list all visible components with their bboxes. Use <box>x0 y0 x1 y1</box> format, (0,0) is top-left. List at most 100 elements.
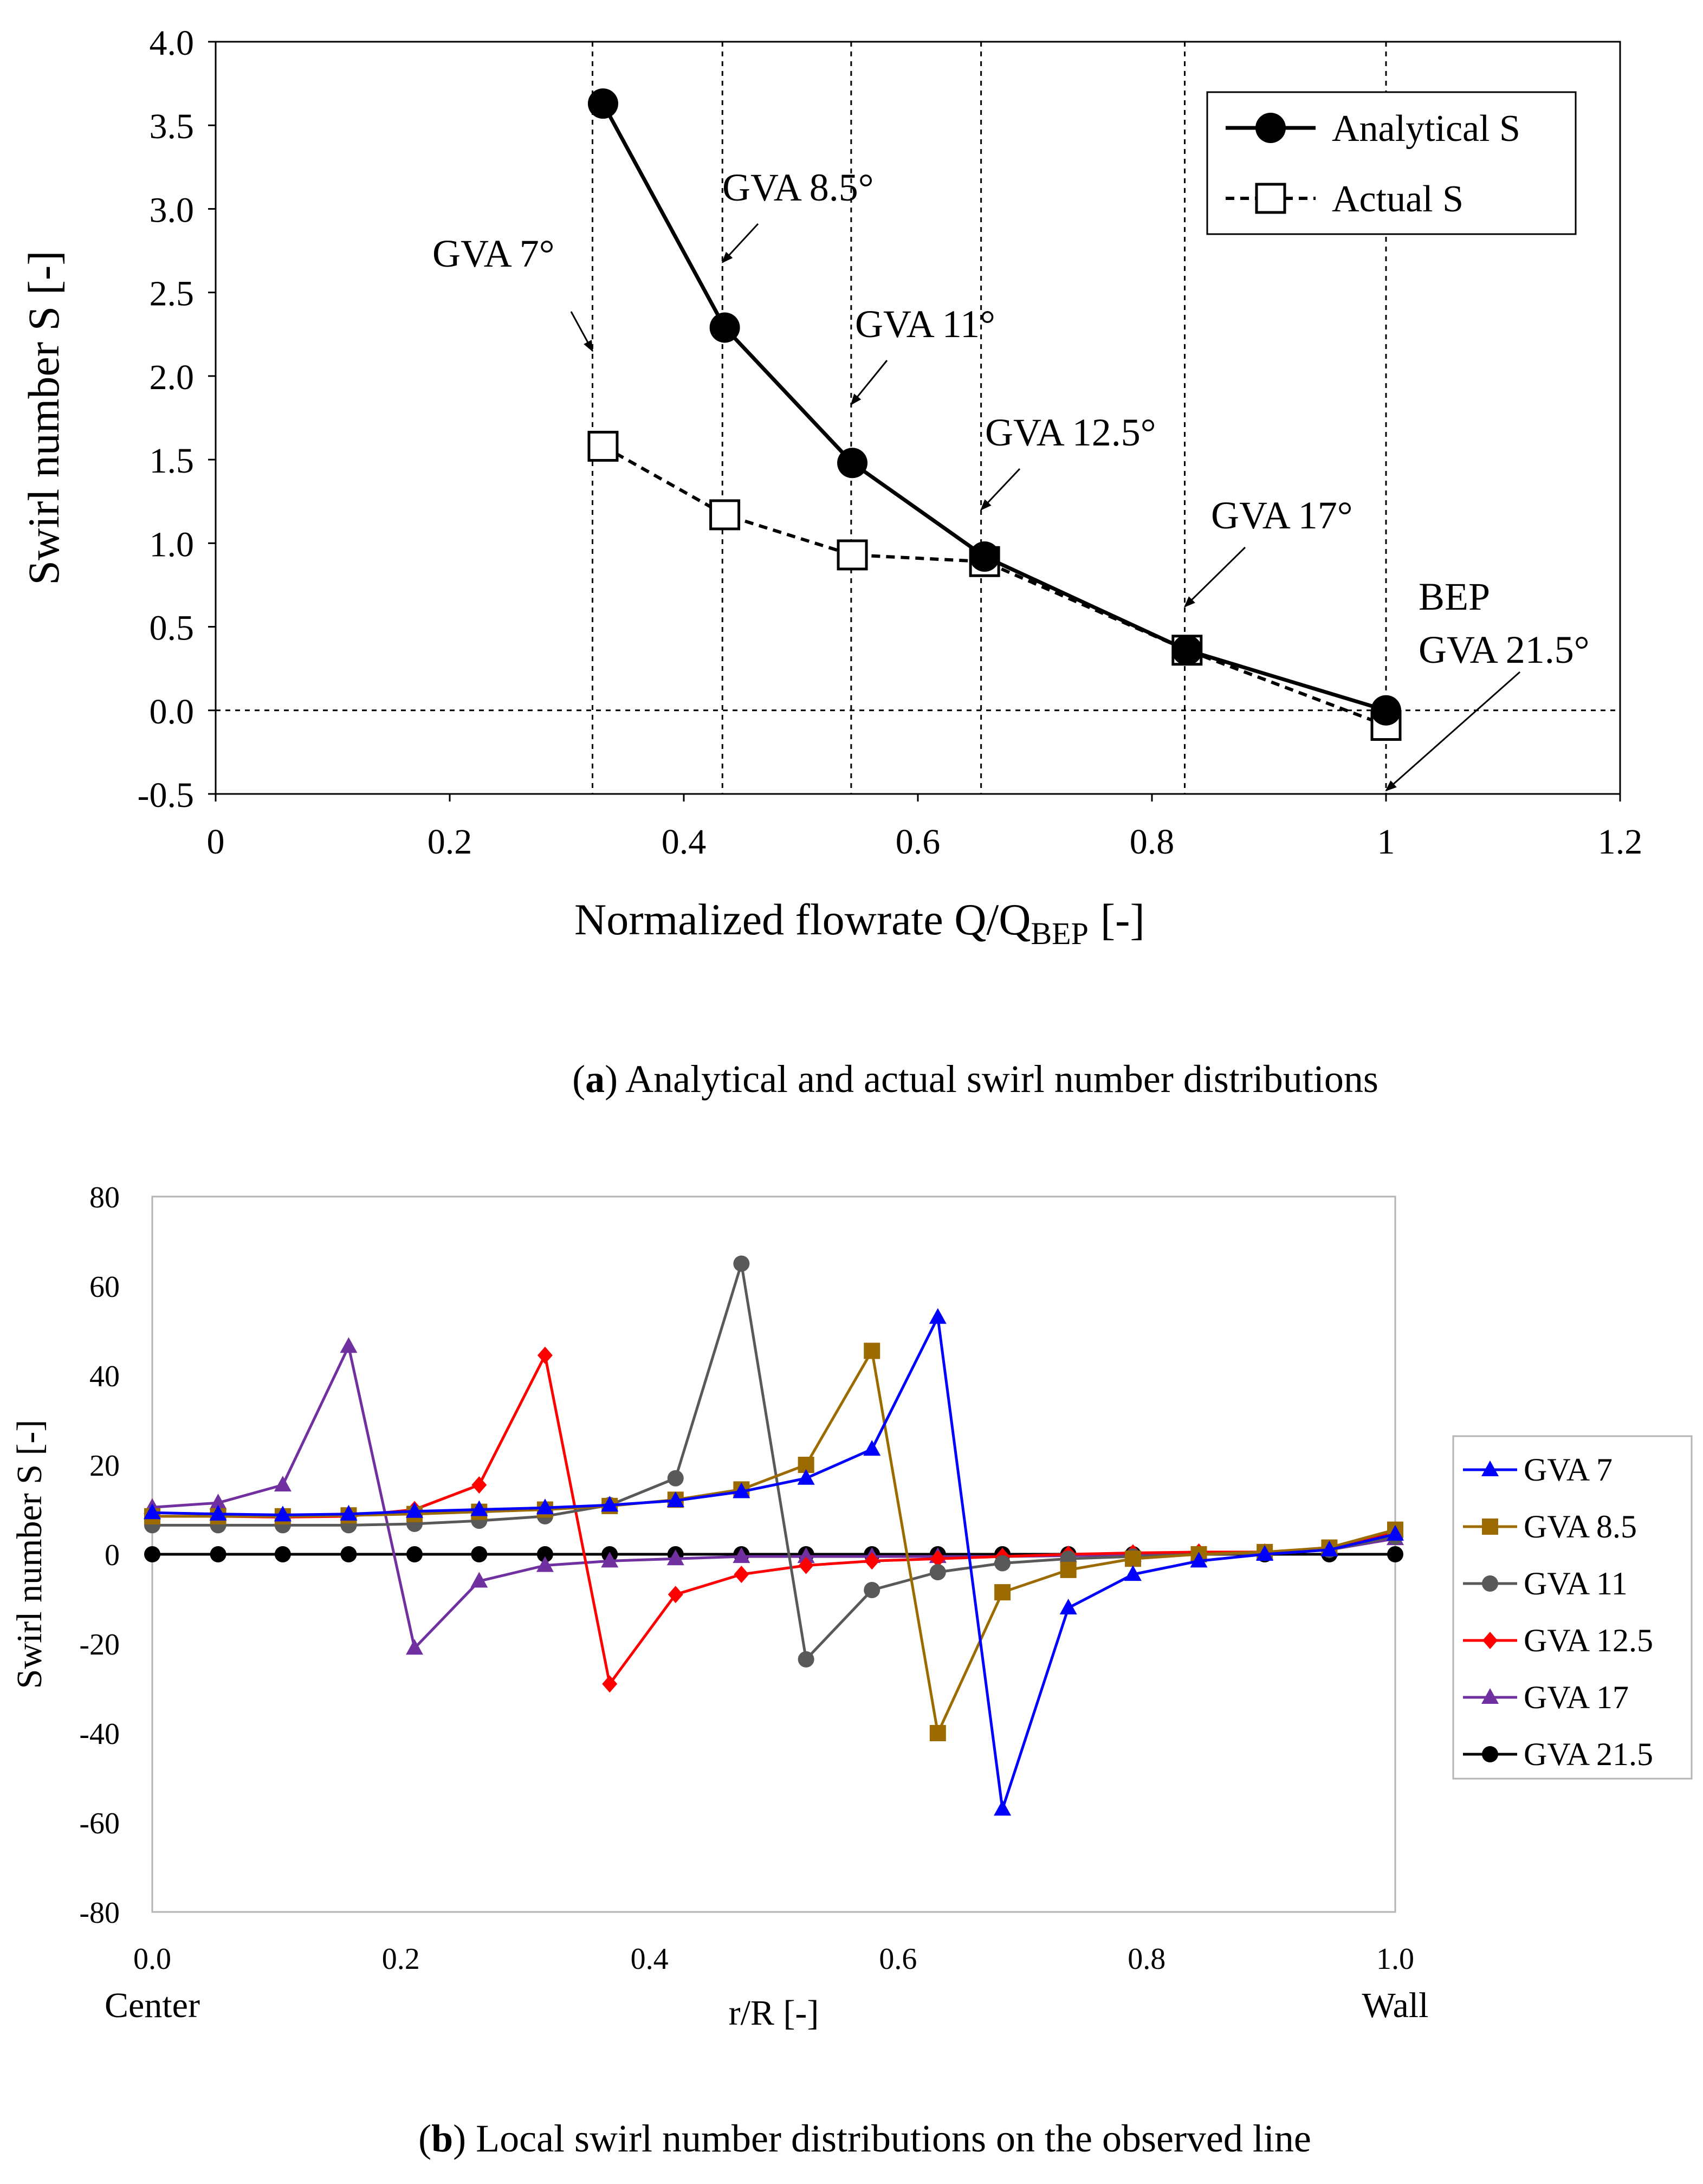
y-tick-label: 20 <box>89 1449 120 1483</box>
series-line-gva-17 <box>152 1345 1396 1650</box>
panel-b-chart: 80 60 40 20 0 -20 -40 -60 -80 0.0 0.2 0.4 0.6 0.8 1.0… <box>10 1181 1693 2160</box>
data-point-gva-17 <box>209 1494 227 1510</box>
x-tick-label: 0.2 <box>428 822 472 862</box>
data-point-analytical-s <box>1171 635 1202 665</box>
panel-b-x-axis-left-label: Center <box>105 1986 200 2025</box>
series-gva-12-5 <box>145 1346 1403 1693</box>
legend-marker-gva-11 <box>1482 1575 1498 1592</box>
data-point-gva-17 <box>797 1547 815 1563</box>
data-point-gva-11 <box>667 1470 684 1487</box>
annotation-arrow-gva-21-5 <box>1385 671 1520 792</box>
data-point-gva-7 <box>733 1482 750 1498</box>
x-tick-label: 0 <box>207 822 225 862</box>
panel-a-legend: Analytical S Actual S <box>1206 91 1577 235</box>
panel-a-x-axis-label: Normalized flowrate Q/QBEP [-] <box>574 895 1145 951</box>
data-point-gva-21-5 <box>144 1546 160 1562</box>
data-point-gva-8-5 <box>994 1584 1011 1601</box>
y-tick-label: 0.5 <box>150 609 195 648</box>
data-point-gva-7 <box>601 1496 619 1512</box>
annotation-arrow-gva-12-5 <box>980 468 1021 511</box>
data-point-gva-7 <box>666 1491 684 1507</box>
x-tick-label: 0.4 <box>631 1942 669 1976</box>
legend-label-analytical-s: Analytical S <box>1332 108 1520 150</box>
data-point-gva-17 <box>733 1547 750 1563</box>
x-tick-label: 1.0 <box>1376 1942 1414 1976</box>
legend-item-gva-21-5: GVA 21.5 <box>1463 1736 1653 1772</box>
annotation-gva-11: GVA 11° <box>855 302 995 346</box>
legend-label-gva-12-5: GVA 12.5 <box>1524 1623 1653 1658</box>
data-point-gva-11 <box>929 1564 946 1580</box>
series-gva-8-5 <box>144 1342 1403 1741</box>
data-point-gva-12-5 <box>668 1586 683 1604</box>
series-gva-7 <box>144 1308 1404 1816</box>
y-tick-label: 80 <box>89 1181 120 1214</box>
y-tick-label: -60 <box>79 1807 120 1840</box>
y-tick-label: 4.0 <box>150 23 195 63</box>
data-point-gva-21-5 <box>406 1546 423 1562</box>
x-tick-label: 0.8 <box>1130 822 1175 862</box>
annotation-arrow-gva-11 <box>850 360 888 405</box>
x-tick-label: 0.2 <box>382 1942 420 1976</box>
data-point-gva-8-5 <box>1060 1561 1077 1578</box>
data-point-gva-12-5 <box>537 1346 553 1364</box>
data-point-gva-12-5 <box>864 1552 880 1570</box>
data-point-gva-7 <box>1059 1599 1077 1614</box>
data-point-gva-17 <box>536 1556 554 1572</box>
legend-marker-gva-8-5 <box>1482 1519 1498 1535</box>
panel-a-caption-letter: a <box>585 1057 605 1101</box>
annotation-gva-17: GVA 17° <box>1211 494 1353 537</box>
legend-label-gva-8-5: GVA 8.5 <box>1524 1509 1637 1545</box>
legend-label-gva-7: GVA 7 <box>1524 1452 1613 1488</box>
data-point-gva-12-5 <box>930 1550 946 1568</box>
data-point-gva-12-5 <box>798 1556 814 1574</box>
legend-label-gva-21-5: GVA 21.5 <box>1524 1736 1653 1772</box>
panel-a-chart: 4.0 3.5 3.0 2.5 2.0 1.5 1.0 0.5 0.0 -0.5 0 0.2 0.4 0… <box>19 23 1642 1101</box>
legend-label-gva-11: GVA 11 <box>1524 1566 1628 1601</box>
data-point-gva-7 <box>1124 1565 1142 1581</box>
data-point-gva-11 <box>733 1255 750 1272</box>
data-point-gva-7 <box>797 1469 815 1485</box>
annotation-arrow-gva-17 <box>1183 546 1246 608</box>
panel-b-y-axis-label: Swirl number S [-] <box>10 1420 49 1689</box>
y-tick-label: 2.0 <box>150 358 195 397</box>
legend-marker-gva-12-5 <box>1482 1632 1498 1649</box>
data-point-gva-8-5 <box>1124 1550 1141 1567</box>
panel-b-legend-box <box>1452 1435 1693 1780</box>
y-tick-label: 1.0 <box>150 525 195 564</box>
data-point-gva-7 <box>929 1308 947 1324</box>
data-point-analytical-s <box>969 541 1000 572</box>
data-point-gva-7 <box>1190 1552 1208 1568</box>
y-tick-label: 2.5 <box>150 274 195 314</box>
series-line-analytical-s <box>601 102 1387 713</box>
legend-item-gva-8-5: GVA 8.5 <box>1463 1509 1637 1545</box>
data-point-gva-21-5 <box>536 1546 553 1562</box>
data-point-gva-21-5 <box>471 1546 488 1562</box>
y-tick-label: 3.5 <box>150 107 195 146</box>
y-tick-label: 3.0 <box>150 190 195 230</box>
legend-marker-gva-7 <box>1481 1461 1499 1476</box>
x-tick-label: 0.6 <box>896 822 941 862</box>
panel-b-caption-letter: b <box>431 2117 453 2160</box>
panel-a-caption-text: Analytical and actual swirl number distr… <box>625 1057 1378 1101</box>
data-point-gva-12-5 <box>602 1675 618 1693</box>
data-point-actual-s <box>587 430 619 462</box>
series-line-gva-12-5 <box>152 1354 1396 1685</box>
annotation-gva-12-5: GVA 12.5° <box>985 411 1156 454</box>
annotation-bep: BEP <box>1419 575 1490 618</box>
series-line-gva-7 <box>152 1316 1396 1811</box>
y-tick-label: 40 <box>89 1360 120 1393</box>
data-point-gva-8-5 <box>864 1342 880 1359</box>
data-point-gva-11 <box>864 1582 880 1598</box>
data-point-gva-7 <box>536 1498 554 1515</box>
panel-a-x-axis-label-main: Normalized flowrate Q/Q <box>574 895 1031 944</box>
legend-item-gva-12-5: GVA 12.5 <box>1463 1623 1653 1658</box>
annotation-gva-7: GVA 7° <box>432 232 555 275</box>
data-point-gva-17 <box>340 1337 358 1353</box>
data-point-actual-s <box>709 499 741 531</box>
data-point-gva-17 <box>470 1572 488 1588</box>
legend-marker-gva-21-5 <box>1482 1746 1498 1762</box>
data-point-gva-7 <box>406 1502 424 1518</box>
legend-marker-gva-17 <box>1481 1688 1499 1704</box>
x-tick-label: 1 <box>1377 822 1395 862</box>
